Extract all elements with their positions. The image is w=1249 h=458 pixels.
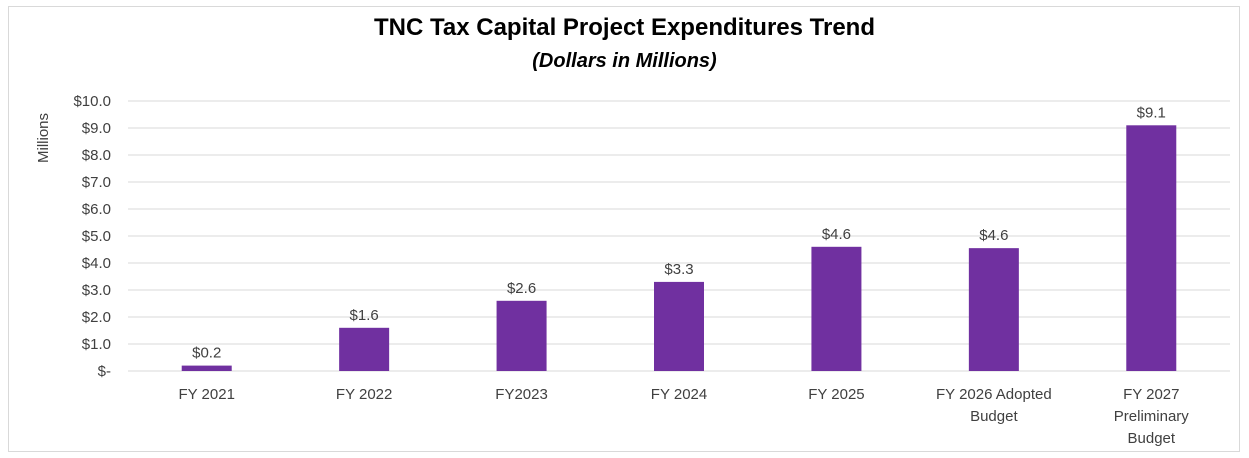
x-tick-label: Preliminary (1114, 408, 1190, 425)
bar (339, 327, 390, 371)
chart-frame (8, 6, 1240, 452)
x-tick-label: Budget (1128, 430, 1176, 447)
y-tick-label: $10.0 (73, 93, 111, 110)
y-tick-label: $2.0 (82, 309, 111, 326)
y-tick-label: $1.0 (82, 336, 111, 353)
y-tick-label: $7.0 (82, 174, 111, 191)
y-tick-label: $- (98, 363, 111, 380)
x-tick-label: FY 2022 (336, 386, 392, 403)
x-tick-label: FY2023 (495, 386, 548, 403)
y-tick-label: $9.0 (82, 120, 111, 137)
chart-subtitle: (Dollars in Millions) (532, 50, 717, 72)
y-tick-label: $3.0 (82, 282, 111, 299)
y-tick-label: $8.0 (82, 147, 111, 164)
y-axis-ticks: $- $1.0 $2.0 $3.0 $4.0 $5.0 $6.0 $7.0 $8.0 $9.0 $1… (73, 93, 111, 380)
data-label: $2.6 (507, 280, 536, 297)
y-tick-label: $5.0 (82, 228, 111, 245)
x-tick-label: FY 2021 (178, 386, 234, 403)
y-tick-label: $4.0 (82, 255, 111, 272)
bar (654, 281, 704, 371)
x-tick-label: FY 2025 (808, 386, 864, 403)
data-label: $0.2 (192, 345, 221, 362)
x-axis-ticks: FY 2021 FY 2022 FY2023 FY 2024 FY 2025 FY 202… (178, 386, 1189, 447)
y-tick-label: $6.0 (82, 201, 111, 218)
x-tick-label: FY 2027 (1123, 386, 1179, 403)
bar (181, 365, 232, 371)
data-label: $3.3 (664, 261, 693, 278)
bar (496, 300, 547, 371)
x-tick-label: Budget (970, 408, 1018, 425)
bar (968, 248, 1019, 371)
bars (181, 125, 1177, 371)
x-tick-label: FY 2026 Adopted (936, 386, 1052, 403)
bar (811, 246, 862, 371)
x-tick-label: FY 2024 (651, 386, 707, 403)
data-label: $4.6 (822, 226, 851, 243)
data-labels: $0.2 $1.6 $2.6 $3.3 $4.6 $4.6 $9.1 (192, 104, 1166, 361)
data-label: $4.6 (979, 227, 1008, 244)
data-label: $1.6 (350, 307, 379, 324)
bar (1126, 125, 1177, 371)
y-axis-label: Millions (35, 113, 52, 163)
chart-title: TNC Tax Capital Project Expenditures Tre… (374, 14, 875, 41)
data-label: $9.1 (1137, 104, 1166, 121)
